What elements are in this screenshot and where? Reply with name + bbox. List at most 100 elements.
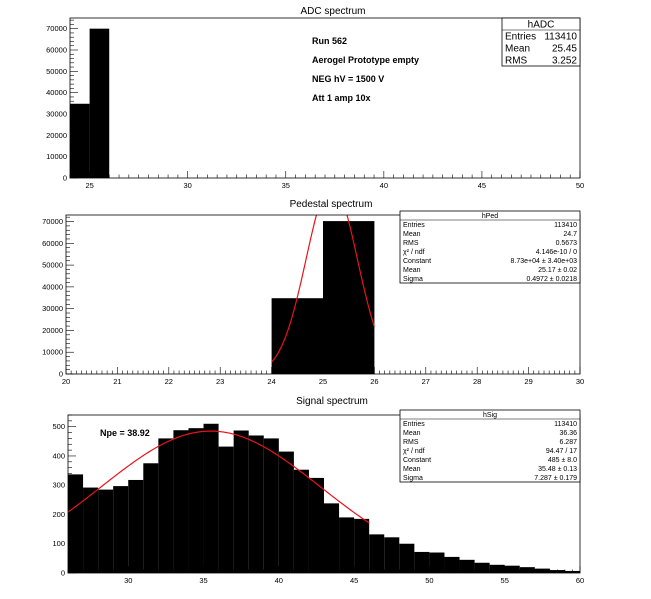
y-axis: 0 10000 20000 30000 40000 50000 60000 70000 [42, 216, 74, 379]
bar-11 [218, 446, 234, 573]
y-tick-label: 20000 [46, 131, 67, 140]
bars [70, 28, 110, 178]
histogram-pad-1: ADC spectrum 25 30 35 40 45 50 0 10000 20000 30000… [46, 6, 584, 190]
y-tick-label: 30000 [42, 304, 63, 313]
stats-label: Sigma [403, 276, 423, 283]
stats-value: 25.45 [552, 43, 577, 54]
stats-label: Constant [403, 258, 431, 265]
bar-1 [70, 103, 90, 178]
y-tick-label: 500 [52, 422, 65, 431]
x-tick-label: 30 [184, 181, 192, 190]
y-tick-label: 50000 [42, 261, 63, 270]
x-axis: 20 21 22 23 24 25 26 27 28 29 30 [62, 367, 584, 386]
x-tick-label: 25 [319, 377, 327, 386]
stats-value: 24.7 [563, 231, 577, 238]
bar-2 [83, 487, 99, 573]
y-tick-label: 30000 [46, 110, 67, 119]
y-tick-label: 200 [52, 510, 65, 519]
bars [271, 221, 375, 374]
bar-2 [89, 28, 110, 178]
y-tick-label: 10000 [42, 348, 63, 357]
bar-4 [113, 486, 129, 573]
x-tick-label: 20 [62, 377, 70, 386]
y-axis: 0 100 200 300 400 500 [52, 414, 76, 578]
bar-26 [444, 556, 460, 573]
bar-1 [271, 298, 323, 374]
stats-label: Mean [403, 231, 421, 238]
annotations: Npe = 38.92 [100, 428, 150, 438]
y-tick-label: 40000 [42, 282, 63, 291]
x-tick-label: 50 [576, 181, 584, 190]
stats-value: 113410 [554, 421, 577, 428]
bar-22 [384, 537, 400, 573]
stats-value: 113410 [554, 222, 577, 229]
stats-name: hADC [528, 19, 555, 30]
y-tick-label: 0 [61, 569, 65, 578]
x-tick-label: 35 [199, 576, 207, 585]
stats-value: 35.48 ± 0.13 [538, 466, 577, 473]
bar-14 [263, 438, 279, 573]
bar-18 [324, 503, 340, 573]
x-tick-label: 21 [113, 377, 121, 386]
stats-label: RMS [403, 439, 419, 446]
x-tick-label: 29 [524, 377, 532, 386]
x-axis: 25 30 35 40 45 50 [69, 171, 584, 190]
stats-value: 4.146e-10 / 0 [536, 249, 577, 256]
y-tick-label: 20000 [42, 326, 63, 335]
stats-label: Entries [403, 421, 425, 428]
stats-value: 36.36 [559, 430, 577, 437]
stats-label: RMS [403, 240, 419, 247]
bar-27 [459, 559, 475, 573]
x-tick-label: 26 [370, 377, 378, 386]
stats-value: 8.73e+04 ± 3.40e+03 [510, 258, 577, 265]
stats-label: Mean [403, 430, 421, 437]
x-tick-label: 23 [216, 377, 224, 386]
bar-3 [98, 489, 114, 573]
x-tick-label: 35 [282, 181, 290, 190]
bar-21 [369, 534, 385, 573]
x-tick-label: 50 [425, 576, 433, 585]
stats-box: hSig Entries 113410 Mean 36.36 RMS 6.287 χ² / n… [399, 409, 581, 483]
bar-8 [173, 430, 189, 573]
bar-17 [308, 477, 324, 573]
bar-20 [354, 518, 370, 573]
annotation-text: Aerogel Prototype empty [312, 55, 419, 65]
x-tick-label: 30 [124, 576, 132, 585]
stats-label: χ² / ndf [403, 249, 425, 256]
stats-value: 0.4972 ± 0.0218 [526, 276, 577, 283]
y-tick-label: 40000 [46, 88, 67, 97]
y-tick-label: 10000 [46, 152, 67, 161]
bar-12 [233, 430, 249, 573]
stats-label: Entries [505, 31, 536, 42]
x-tick-label: 22 [165, 377, 173, 386]
fit-curve [271, 215, 375, 363]
bar-28 [474, 562, 490, 573]
annotation-text: Run 562 [312, 36, 347, 46]
bar-5 [128, 479, 144, 573]
x-tick-label: 25 [85, 181, 93, 190]
x-tick-label: 24 [267, 377, 275, 386]
x-tick-label: 60 [576, 576, 584, 585]
bar-19 [339, 517, 355, 573]
y-tick-label: 0 [59, 370, 63, 379]
bar-13 [248, 435, 264, 573]
stats-name: hPed [482, 213, 498, 220]
bar-29 [489, 564, 505, 573]
y-tick-label: 50000 [46, 67, 67, 76]
stats-value: 485 ± 8.0 [548, 457, 577, 464]
stats-value: 25.17 ± 0.02 [538, 267, 577, 274]
y-tick-label: 60000 [42, 239, 63, 248]
bars [68, 423, 580, 573]
bar-10 [203, 423, 219, 573]
stats-box: hPed Entries 113410 Mean 24.7 RMS 0.5673 χ² / n… [399, 210, 581, 284]
x-tick-label: 40 [275, 576, 283, 585]
bar-24 [414, 551, 430, 573]
annotation-text: NEG hV = 1500 V [312, 74, 384, 84]
y-tick-label: 100 [52, 539, 65, 548]
x-tick-label: 45 [350, 576, 358, 585]
stats-name: hSig [483, 412, 497, 419]
chart-title: Signal spectrum [296, 396, 368, 407]
bar-6 [143, 463, 159, 573]
x-tick-label: 45 [478, 181, 486, 190]
